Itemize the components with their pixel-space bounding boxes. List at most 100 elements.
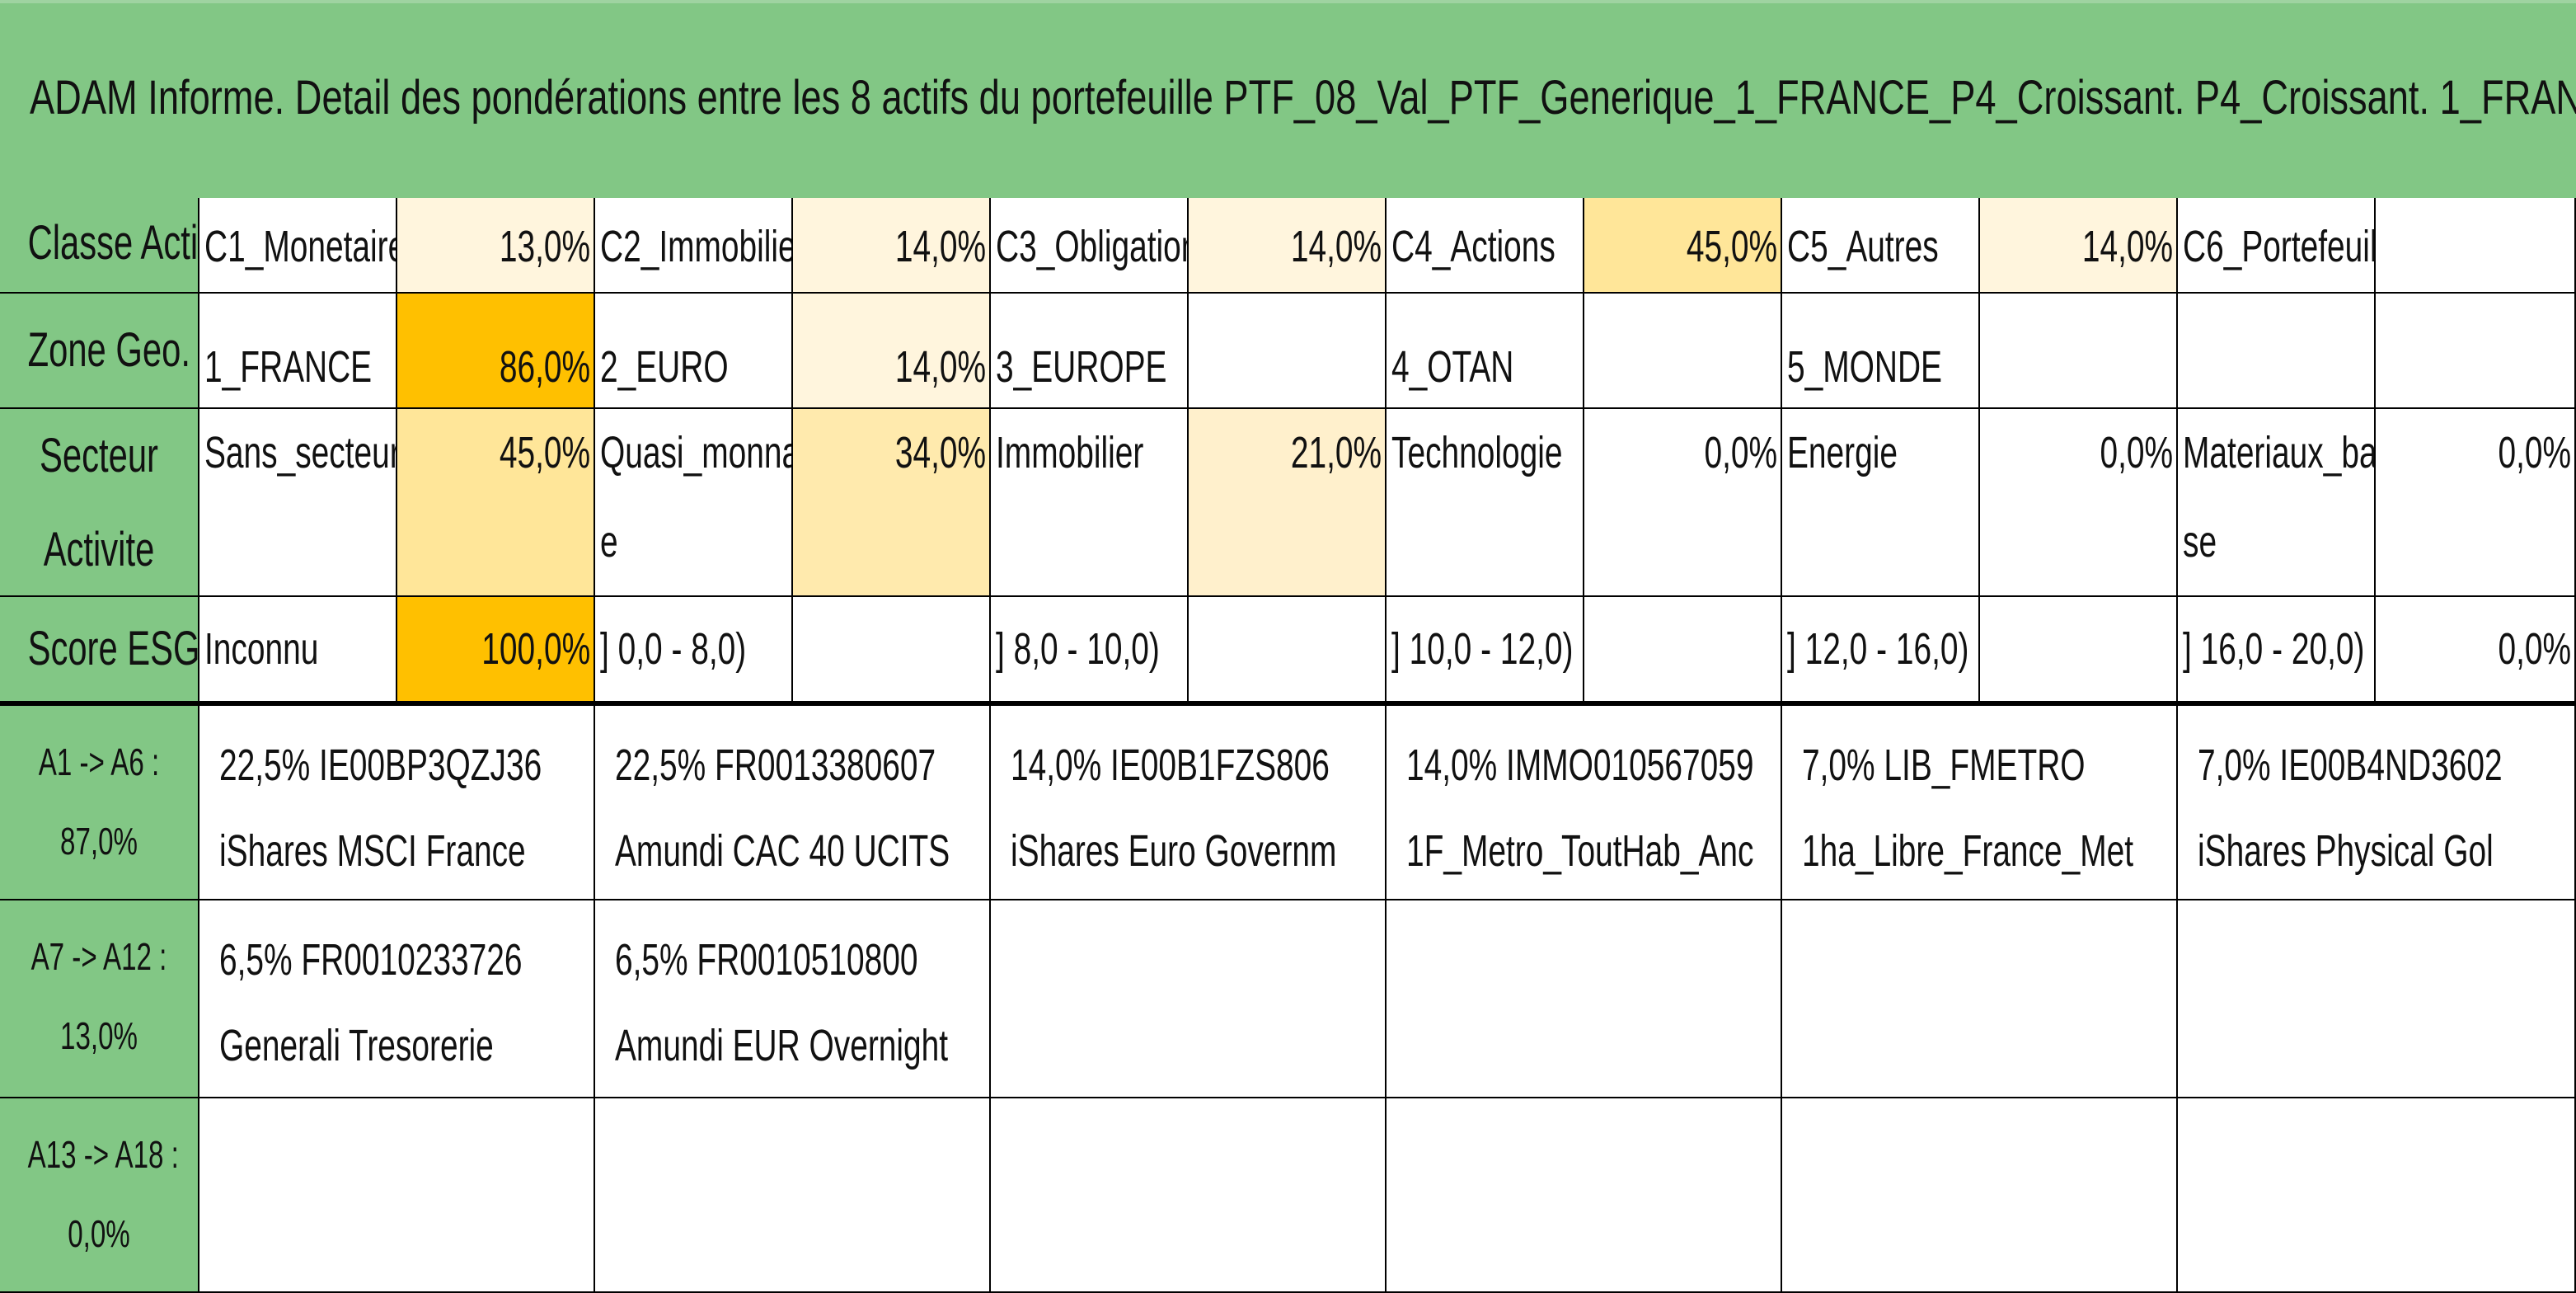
zone-geo-label-2: 2_EURO: [595, 294, 793, 409]
secteur-pct-6: 0,0%: [2376, 409, 2576, 597]
cell-text: 45,0%: [1686, 222, 1777, 271]
row-header-label: Secteur: [40, 429, 158, 482]
asset-cell: 22,5% FR0013380607 Amundi CAC 40 UCITS: [595, 703, 991, 900]
asset-cell: 14,0% IMMO010567059 1F_Metro_ToutHab_Anc: [1387, 703, 1782, 900]
esg-label-4: ] 10,0 - 12,0): [1387, 597, 1584, 703]
zone-geo-pct-6: [2376, 294, 2576, 409]
cell-text: 14,0%: [894, 222, 986, 271]
asset-cell: [595, 1098, 991, 1293]
cell-text: 0,0%: [2498, 624, 2571, 674]
row-header-label: Activite: [43, 523, 155, 576]
zone-geo-pct-1: 86,0%: [397, 294, 595, 409]
cell-text: Technologie: [1391, 428, 1563, 477]
cell-text: 0,0%: [2498, 428, 2571, 477]
cell-text: Amundi EUR Overnight: [615, 1021, 949, 1070]
cell-text: 100,0%: [481, 624, 590, 674]
esg-pct-4: [1584, 597, 1782, 703]
cell-text: C3_Obligations: [996, 222, 1187, 271]
asset-group-header-1: A1 -> A6 : 87,0%: [0, 703, 199, 900]
asset-group-header-2: A7 -> A12 : 13,0%: [0, 900, 199, 1098]
weights-table: Classe Actif C1_Monetaire 13,0% C2_Immob…: [0, 198, 2576, 1293]
classe-actif-label-6: C6_Portefeuille: [2178, 198, 2376, 294]
cell-text: 6,5% FR0010510800: [615, 935, 918, 985]
zone-geo-label-5: 5_MONDE: [1782, 294, 1980, 409]
asset-cell: [1782, 900, 2178, 1098]
esg-label-3: ] 8,0 - 10,0): [991, 597, 1189, 703]
secteur-label-6: Materiaux_ba se: [2178, 409, 2376, 597]
cell-text: 22,5% FR0013380607: [615, 741, 936, 790]
report-title: ADAM Informe. Detail des pondérations en…: [30, 71, 2576, 125]
asset-cell: 6,5% FR0010233726 Generali Tresorerie: [199, 900, 595, 1098]
asset-cell: 6,5% FR0010510800 Amundi EUR Overnight: [595, 900, 991, 1098]
classe-actif-pct-2: 14,0%: [793, 198, 991, 294]
cell-text: Sans_secteur: [204, 428, 397, 477]
secteur-pct-1: 45,0%: [397, 409, 595, 597]
cell-text: 45,0%: [499, 428, 590, 477]
cell-text: 7,0% IE00B4ND3602: [2198, 741, 2503, 790]
cell-text: C2_Immobilier: [600, 222, 793, 271]
cell-text: 1ha_Libre_France_Met: [1802, 826, 2134, 876]
secteur-pct-4: 0,0%: [1584, 409, 1782, 597]
cell-text: Quasi_monnai: [600, 428, 793, 477]
asset-cell: [1387, 900, 1782, 1098]
cell-text: 14,0% IMMO010567059: [1406, 741, 1754, 790]
cell-text: 1F_Metro_ToutHab_Anc: [1406, 826, 1754, 876]
classe-actif-pct-4: 45,0%: [1584, 198, 1782, 294]
asset-cell: 14,0% IE00B1FZS806 iShares Euro Governm: [991, 703, 1387, 900]
cell-text: ] 16,0 - 20,0): [2183, 624, 2365, 674]
secteur-label-5: Energie: [1782, 409, 1980, 597]
asset-group-weight: 87,0%: [60, 820, 138, 863]
asset-cell: [991, 1098, 1387, 1293]
secteur-pct-3: 21,0%: [1189, 409, 1387, 597]
esg-label-6: ] 16,0 - 20,0): [2178, 597, 2376, 703]
cell-text: 22,5% IE00BP3QZJ36: [219, 741, 542, 790]
cell-text: Generali Tresorerie: [219, 1021, 494, 1070]
row-header-label: Zone Geo.: [27, 323, 190, 377]
cell-text: ] 12,0 - 16,0): [1787, 624, 1969, 674]
asset-cell: [199, 1098, 595, 1293]
zone-geo-label-3: 3_EUROPE: [991, 294, 1189, 409]
secteur-pct-2: 34,0%: [793, 409, 991, 597]
cell-text: 6,5% FR0010233726: [219, 935, 523, 985]
classe-actif-pct-5: 14,0%: [1980, 198, 2178, 294]
esg-label-2: ] 0,0 - 8,0): [595, 597, 793, 703]
cell-text: 13,0%: [499, 222, 590, 271]
cell-text: C1_Monetaire: [204, 222, 397, 271]
asset-cell: 7,0% IE00B4ND3602 iShares Physical Gol: [2178, 703, 2576, 900]
cell-text: C6_Portefeuille: [2183, 222, 2376, 271]
row-header-secteur-activite: Secteur Activite: [0, 409, 199, 597]
cell-text: 34,0%: [894, 428, 986, 477]
classe-actif-pct-3: 14,0%: [1189, 198, 1387, 294]
cell-text: 0,0%: [1704, 428, 1777, 477]
asset-cell: [1782, 1098, 2178, 1293]
cell-text: 2_EURO: [600, 342, 729, 392]
esg-pct-5: [1980, 597, 2178, 703]
cell-text: 14,0% IE00B1FZS806: [1011, 741, 1330, 790]
esg-pct-2: [793, 597, 991, 703]
cell-text: e: [600, 517, 618, 567]
cell-text: C4_Actions: [1391, 222, 1555, 271]
zone-geo-label-4: 4_OTAN: [1387, 294, 1584, 409]
classe-actif-pct-1: 13,0%: [397, 198, 595, 294]
row-header-classe-actif: Classe Actif: [0, 198, 199, 294]
cell-text: 1_FRANCE: [204, 342, 373, 392]
cell-text: ] 8,0 - 10,0): [996, 624, 1160, 674]
cell-text: iShares MSCI France: [219, 826, 526, 876]
secteur-pct-5: 0,0%: [1980, 409, 2178, 597]
asset-cell: [2178, 900, 2576, 1098]
asset-group-weight: 13,0%: [60, 1014, 138, 1057]
esg-pct-1: 100,0%: [397, 597, 595, 703]
secteur-label-3: Immobilier: [991, 409, 1189, 597]
zone-geo-pct-2: 14,0%: [793, 294, 991, 409]
cell-text: Inconnu: [204, 624, 319, 674]
cell-text: 5_MONDE: [1787, 342, 1942, 392]
cell-text: Immobilier: [996, 428, 1144, 477]
asset-group-weight: 0,0%: [68, 1212, 130, 1255]
esg-label-5: ] 12,0 - 16,0): [1782, 597, 1980, 703]
row-header-zone-geo: Zone Geo.: [0, 294, 199, 409]
cell-text: 14,0%: [894, 342, 986, 392]
asset-group-header-3: A13 -> A18 : 0,0%: [0, 1098, 199, 1293]
cell-text: Materiaux_ba: [2183, 428, 2376, 477]
cell-text: 4_OTAN: [1391, 342, 1514, 392]
